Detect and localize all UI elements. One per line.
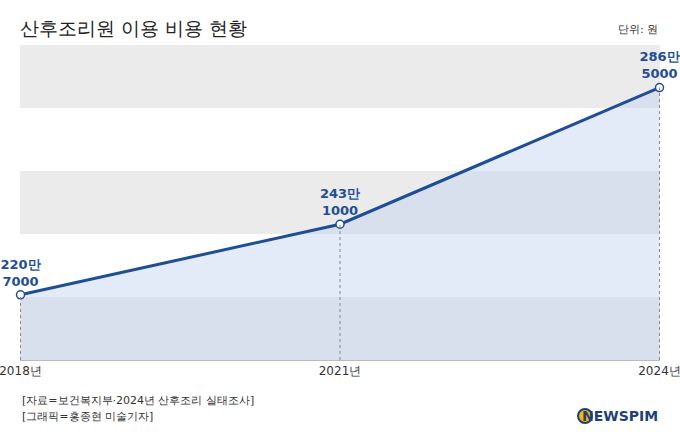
- svg-text:220만7000: 220만7000: [0, 257, 40, 289]
- svg-text:[그래픽=홍종현 미술기자]: [그래픽=홍종현 미술기자]: [22, 410, 153, 423]
- svg-text:286만5000: 286만5000: [639, 49, 679, 81]
- svg-text:2018년: 2018년: [0, 364, 42, 378]
- svg-text:243만1000: 243만1000: [320, 186, 360, 218]
- svg-text:2021년: 2021년: [319, 364, 362, 378]
- svg-text:단위: 원: 단위: 원: [618, 23, 658, 36]
- svg-text:[자료=보건복지부·2024년 산후조리 실태조사]: [자료=보건복지부·2024년 산후조리 실태조사]: [22, 394, 254, 407]
- svg-text:2024년: 2024년: [638, 364, 680, 378]
- svg-text:산후조리원 이용 비용 현황: 산후조리원 이용 비용 현황: [20, 17, 247, 39]
- svg-text:NEWSPIM: NEWSPIM: [582, 408, 658, 424]
